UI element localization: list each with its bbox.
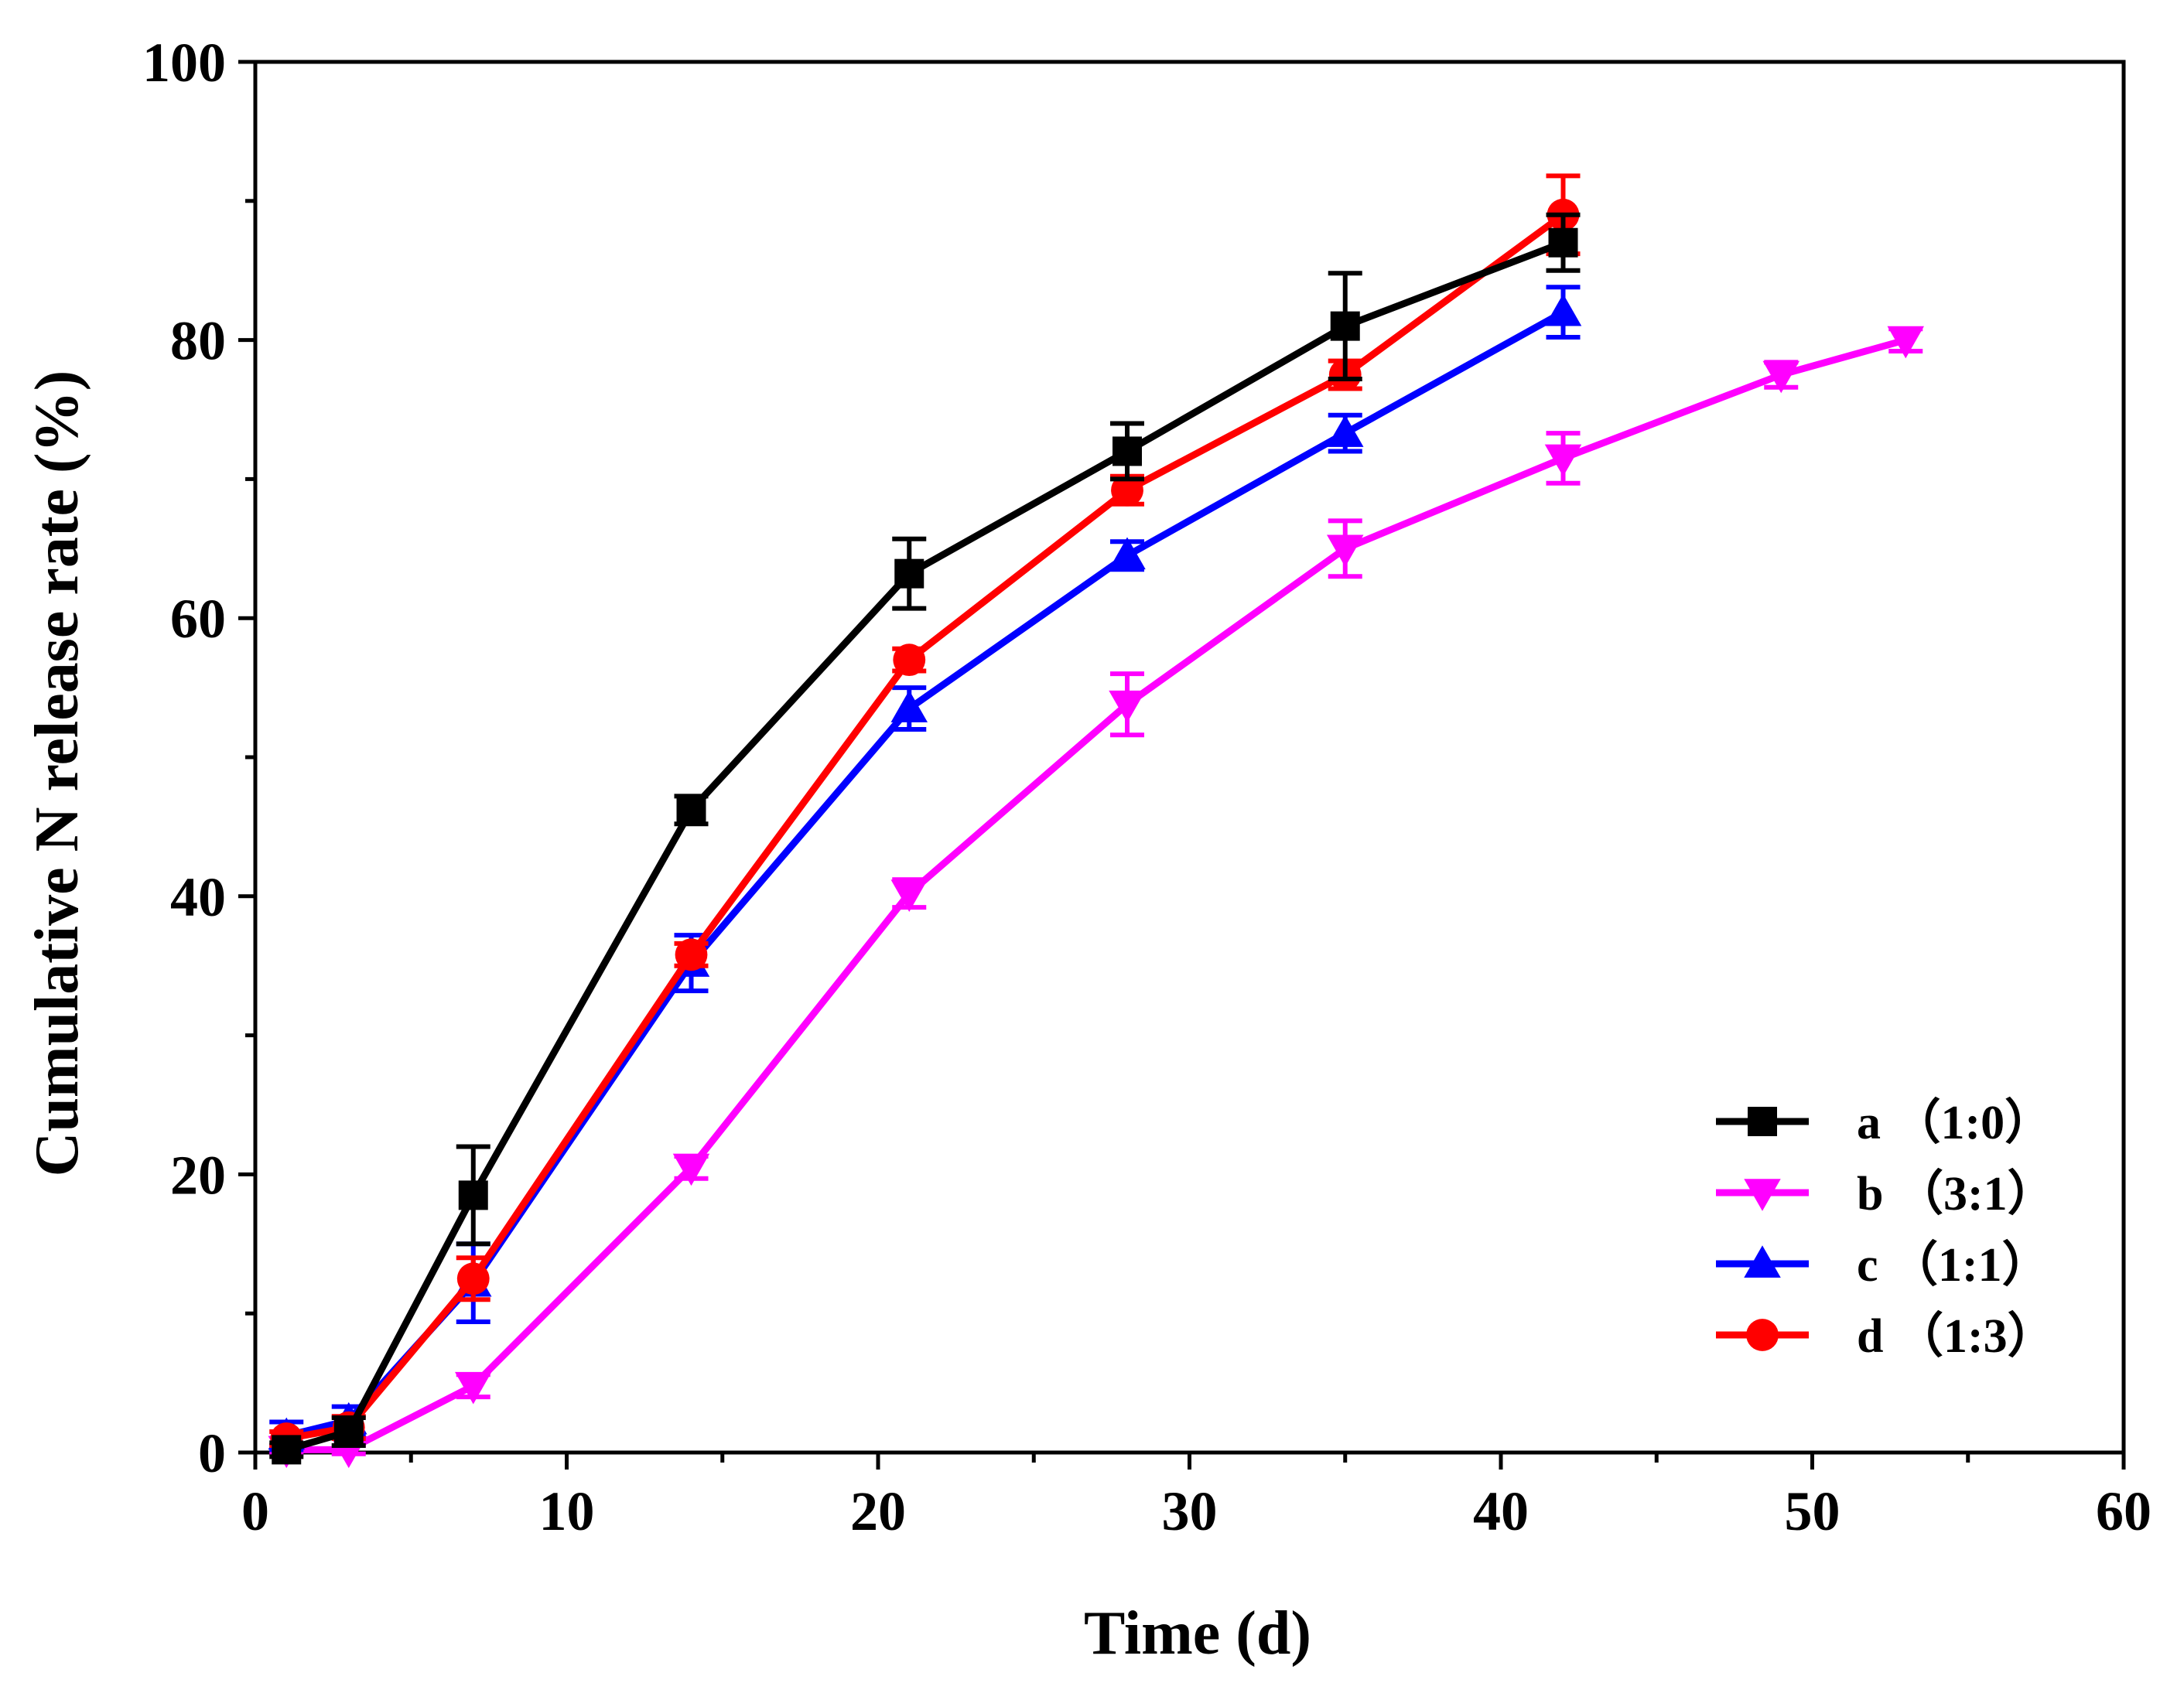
data-point: [676, 795, 706, 825]
legend-marker: [1744, 1245, 1781, 1278]
data-point: [1548, 227, 1578, 258]
legend-item: d （1:3）: [1716, 1309, 2056, 1363]
x-axis-title: Time (d): [1084, 1599, 1311, 1668]
y-axis-ticks: 0 20 40 60 80 100: [142, 32, 255, 1484]
legend-label: b （3:1）: [1857, 1166, 2056, 1220]
series-layer: [268, 173, 1924, 1469]
data-point: [1762, 360, 1799, 394]
plot-area: [253, 60, 2126, 1455]
series-line: [286, 336, 1907, 1453]
data-point: [1544, 293, 1582, 326]
y-tick-label: 100: [142, 32, 226, 94]
x-tick-label: 60: [2096, 1480, 2152, 1542]
legend-marker: [1746, 1319, 1779, 1351]
data-point: [1109, 690, 1146, 723]
data-point: [893, 644, 926, 677]
legend-item: a （1:0）: [1716, 1095, 2052, 1149]
data-point: [455, 1371, 492, 1405]
data-point: [1109, 537, 1146, 570]
x-tick-label: 10: [539, 1480, 595, 1542]
data-point: [1111, 473, 1143, 507]
legend-label: a （1:0）: [1857, 1095, 2052, 1149]
series-3: [269, 173, 1581, 1455]
data-point: [1330, 311, 1360, 341]
data-point: [890, 879, 928, 912]
y-tick-label: 60: [170, 588, 226, 650]
x-axis-ticks: 0 10 20 30 40 50 60: [241, 1453, 2152, 1542]
y-tick-label: 20: [170, 1144, 226, 1206]
data-point: [1113, 436, 1142, 466]
y-tick-label: 40: [170, 866, 226, 928]
series-1: [268, 326, 1924, 1469]
data-point: [890, 690, 928, 722]
x-tick-label: 50: [1785, 1480, 1841, 1542]
data-point: [894, 558, 925, 589]
data-point: [333, 1417, 364, 1447]
x-tick-label: 40: [1473, 1480, 1529, 1542]
series-line: [285, 239, 1565, 1453]
legend-marker: [1744, 1179, 1781, 1211]
data-point: [1544, 444, 1582, 477]
x-tick-label: 0: [241, 1480, 269, 1542]
x-tick-label: 30: [1162, 1480, 1218, 1542]
plot-frame: [253, 60, 2126, 1455]
data-point: [458, 1180, 488, 1210]
series-0: [269, 212, 1581, 1465]
legend-label: d （1:3）: [1857, 1309, 2056, 1363]
series-line: [285, 212, 1566, 1442]
legend-marker: [1748, 1107, 1777, 1136]
y-axis-title: Cumulative N release rate (%): [23, 370, 91, 1177]
data-point: [672, 1153, 710, 1186]
y-tick-label: 0: [198, 1422, 226, 1484]
data-point: [675, 938, 708, 971]
y-tick-label: 80: [170, 310, 226, 372]
legend-label: c （1:1）: [1857, 1238, 2050, 1292]
legend-item: b （3:1）: [1716, 1166, 2056, 1220]
legend-item: c （1:1）: [1716, 1238, 2050, 1292]
data-point: [456, 1262, 490, 1296]
data-point: [272, 1435, 302, 1465]
data-point: [1327, 534, 1364, 568]
data-point: [1887, 326, 1924, 359]
legend: a （1:0） b （3:1） c （1:1） d （1:3）: [1716, 1095, 2056, 1363]
x-tick-label: 20: [850, 1480, 906, 1542]
data-point: [1327, 415, 1364, 447]
